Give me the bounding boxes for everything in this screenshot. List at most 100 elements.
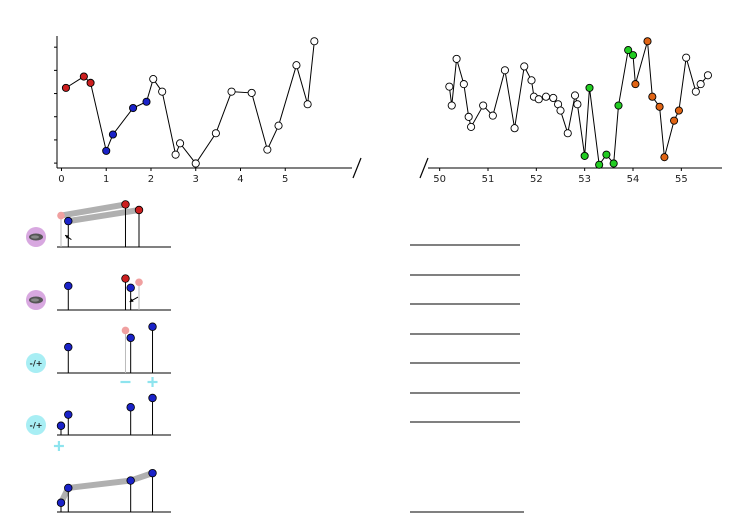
data-point xyxy=(274,121,283,130)
data-point xyxy=(310,37,319,46)
data-point xyxy=(79,72,88,81)
data-point xyxy=(263,145,272,154)
data-point xyxy=(655,102,664,111)
x-tick-label: 51 xyxy=(482,174,495,185)
data-point xyxy=(303,100,312,109)
data-point xyxy=(171,150,180,159)
panel-4: -/+ xyxy=(26,393,171,451)
lollipop-head xyxy=(135,278,143,287)
data-point xyxy=(61,83,71,92)
x-tick-label: 5 xyxy=(282,174,288,185)
data-point xyxy=(191,159,200,168)
lollipop-head xyxy=(148,393,157,403)
data-point xyxy=(176,139,185,148)
data-point xyxy=(541,92,551,101)
data-point xyxy=(211,129,220,138)
data-point xyxy=(643,37,652,46)
badge-label: -/+ xyxy=(30,359,43,368)
data-point xyxy=(227,87,236,96)
axis-break-mark xyxy=(419,157,429,179)
lollipop-head xyxy=(64,216,73,226)
lollipop-head xyxy=(121,326,130,335)
data-point xyxy=(149,75,158,84)
data-point xyxy=(247,88,256,97)
x-tick-label: 1 xyxy=(103,174,109,185)
data-point xyxy=(158,87,167,96)
data-point xyxy=(445,82,454,91)
lollipop-panels: -/+ -/+ xyxy=(26,200,171,513)
x-tick-label: 0 xyxy=(58,174,64,185)
lollipop-head xyxy=(126,476,135,485)
trend-band xyxy=(58,201,129,219)
data-point xyxy=(459,80,468,89)
data-point xyxy=(102,146,111,155)
x-tick-label: 55 xyxy=(675,174,688,185)
texture-highlight xyxy=(31,235,39,239)
plus-minus-badge-icon xyxy=(26,415,46,435)
lollipop-head xyxy=(148,468,157,478)
data-point xyxy=(670,116,679,125)
x-tick-label: 3 xyxy=(193,174,199,185)
series-line xyxy=(448,41,709,167)
panel-1 xyxy=(26,200,171,248)
lollipop-head xyxy=(126,283,135,292)
data-point xyxy=(447,101,456,110)
data-point xyxy=(696,80,705,89)
panel-2 xyxy=(26,274,171,311)
x-tick-label: 2 xyxy=(148,174,154,185)
data-point xyxy=(602,150,611,159)
data-point xyxy=(580,151,589,160)
lollipop-head xyxy=(126,333,135,343)
data-point xyxy=(129,103,138,113)
lollipop-head xyxy=(64,483,73,493)
data-point xyxy=(86,78,95,87)
data-point xyxy=(648,92,657,101)
data-point xyxy=(534,95,543,104)
data-point xyxy=(703,71,712,80)
data-point xyxy=(467,122,476,131)
plus-minus-badge-icon xyxy=(26,353,46,373)
data-point xyxy=(500,66,509,75)
lollipop-head xyxy=(56,498,66,507)
data-point xyxy=(595,160,604,169)
arrow-head-icon xyxy=(65,235,70,239)
data-point xyxy=(452,54,461,63)
lollipop-head xyxy=(64,281,73,291)
chart-left: 0 1 2 3 4 5 xyxy=(54,36,362,185)
right-placeholder-lines xyxy=(410,244,524,513)
chart-right: 50 51 52 53 54 55 xyxy=(419,37,722,185)
x-tick-label: 53 xyxy=(578,174,591,185)
lollipop-head xyxy=(64,342,73,352)
data-point xyxy=(691,87,700,96)
panel-5 xyxy=(56,468,171,513)
lollipop-head xyxy=(121,200,130,209)
trend-band xyxy=(65,477,134,491)
data-point xyxy=(142,97,151,106)
data-point xyxy=(563,129,572,138)
x-tick-label: 52 xyxy=(530,174,543,185)
data-point xyxy=(614,101,623,110)
arrow-head-icon xyxy=(129,298,134,302)
data-point xyxy=(479,101,488,110)
data-point xyxy=(609,159,618,168)
data-point xyxy=(108,130,117,139)
lollipop-head xyxy=(121,274,130,283)
data-point xyxy=(631,80,640,89)
data-point xyxy=(628,51,638,60)
lollipop-head xyxy=(148,322,157,331)
data-point xyxy=(520,62,529,71)
data-point xyxy=(674,106,683,115)
x-tick-label: 4 xyxy=(237,174,243,185)
texture-highlight xyxy=(31,298,39,302)
lollipop-head xyxy=(126,403,135,412)
x-tick-label: 50 xyxy=(433,174,446,185)
lollipop-head xyxy=(57,211,65,220)
data-point xyxy=(682,53,691,62)
x-tick-label: 54 xyxy=(627,174,640,185)
series-line xyxy=(65,41,315,165)
data-point xyxy=(464,112,473,121)
data-point xyxy=(556,106,565,115)
data-point xyxy=(573,100,582,109)
data-point xyxy=(549,93,558,103)
panel-3: -/+ xyxy=(26,322,171,387)
